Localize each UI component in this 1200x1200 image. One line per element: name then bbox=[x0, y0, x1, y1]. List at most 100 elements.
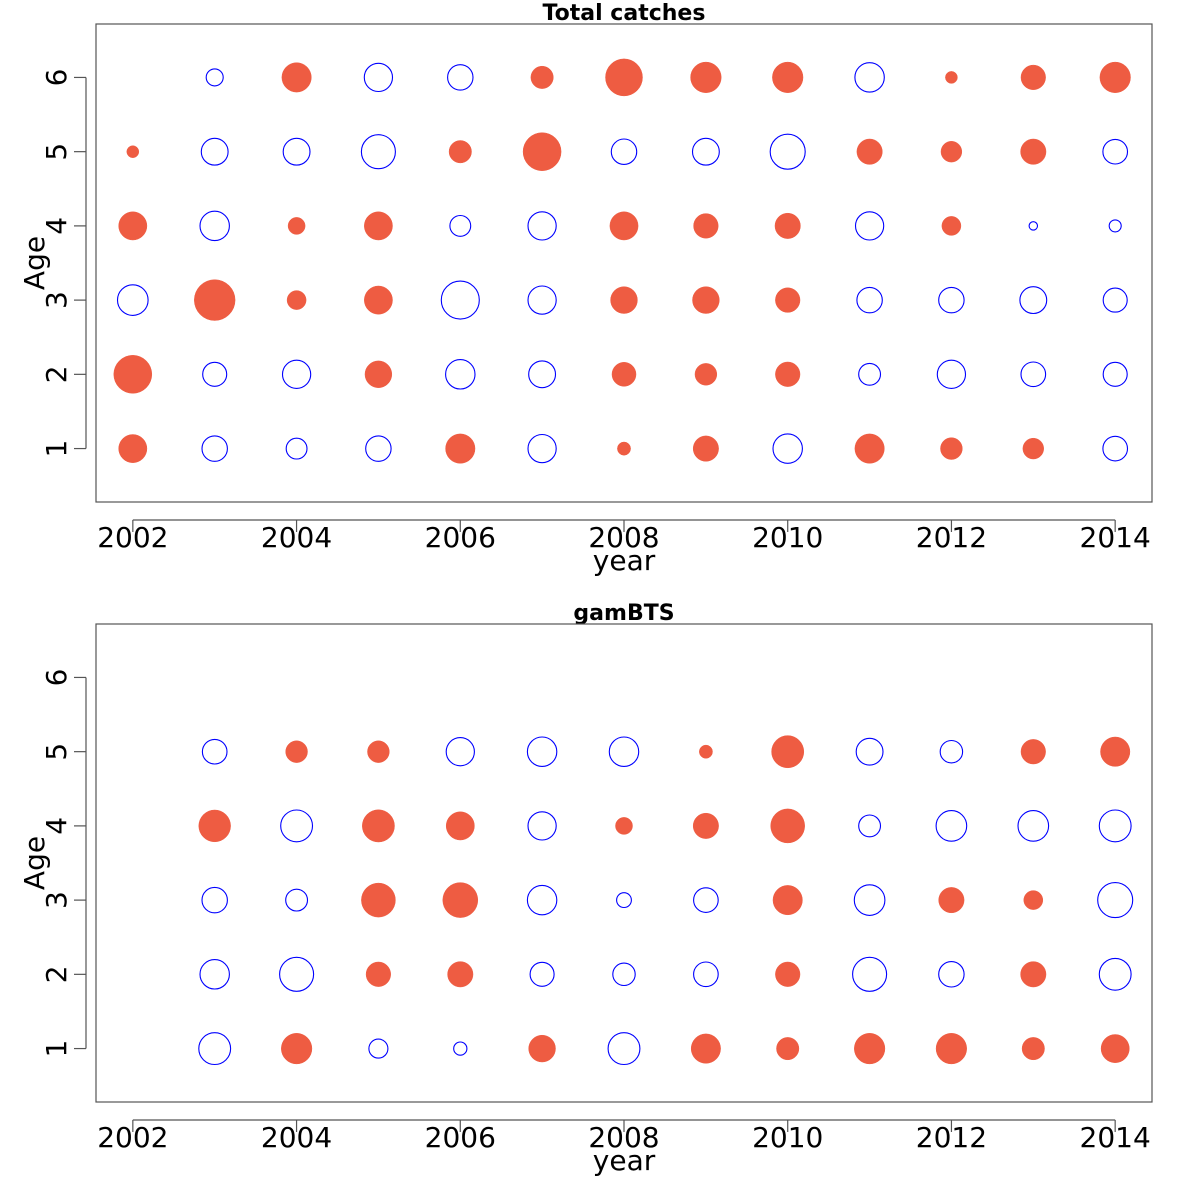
positive-bubble bbox=[285, 740, 308, 763]
negative-bubble bbox=[608, 736, 640, 767]
positive-bubble bbox=[364, 360, 393, 388]
negative-bubble bbox=[527, 211, 557, 241]
positive-bubble bbox=[854, 433, 885, 464]
negative-bubble bbox=[285, 888, 309, 912]
negative-bubble bbox=[116, 284, 149, 316]
positive-bubble bbox=[448, 140, 472, 164]
negative-bubble bbox=[607, 1032, 641, 1066]
positive-bubble bbox=[935, 1033, 967, 1065]
negative-bubble bbox=[1102, 138, 1129, 165]
negative-bubble bbox=[852, 956, 888, 992]
positive-bubble bbox=[367, 740, 390, 763]
negative-bubble bbox=[528, 360, 557, 389]
y-tick-label: 6 bbox=[40, 69, 73, 87]
negative-bubble bbox=[279, 956, 315, 992]
positive-bubble bbox=[856, 138, 883, 165]
negative-bubble bbox=[285, 437, 308, 460]
positive-bubble bbox=[1100, 1034, 1130, 1063]
positive-bubble bbox=[113, 355, 153, 394]
negative-bubble bbox=[282, 137, 311, 166]
positive-bubble bbox=[693, 213, 719, 239]
positive-bubble bbox=[772, 61, 804, 93]
negative-bubble bbox=[527, 285, 557, 315]
negative-bubble bbox=[201, 435, 228, 462]
negative-bubble bbox=[858, 814, 882, 838]
positive-bubble bbox=[445, 433, 476, 464]
negative-bubble bbox=[691, 137, 720, 166]
negative-bubble bbox=[855, 737, 884, 766]
negative-bubble bbox=[1097, 882, 1134, 919]
negative-bubble bbox=[772, 433, 803, 464]
y-tick-label: 1 bbox=[40, 440, 73, 458]
x-tick-label: 2004 bbox=[261, 521, 332, 554]
x-tick-label: 2010 bbox=[752, 521, 823, 554]
positive-bubble bbox=[609, 211, 639, 241]
positive-bubble bbox=[776, 1037, 800, 1061]
total-catches-panel: Total catches 2002 2004 2006 2008 2010 2012 20… bbox=[18, 1, 1153, 577]
plot-frame bbox=[95, 23, 1153, 503]
positive-bubble bbox=[522, 132, 562, 171]
negative-bubble bbox=[447, 64, 474, 91]
positive-bubble bbox=[528, 1034, 556, 1063]
positive-bubble bbox=[605, 58, 643, 97]
negative-bubble bbox=[526, 884, 558, 916]
x-tick-label: 2008 bbox=[588, 1121, 659, 1154]
negative-bubble bbox=[1102, 361, 1128, 387]
negative-bubble bbox=[1028, 221, 1039, 231]
negative-bubble bbox=[938, 286, 965, 314]
data-points bbox=[113, 58, 1131, 464]
negative-bubble bbox=[853, 884, 886, 916]
negative-bubble bbox=[445, 737, 475, 767]
y-tick-label: 2 bbox=[40, 365, 73, 383]
positive-bubble bbox=[118, 434, 148, 463]
negative-bubble bbox=[856, 286, 883, 314]
negative-bubble bbox=[201, 738, 228, 765]
negative-bubble bbox=[1017, 810, 1050, 842]
y-axis-label: Age bbox=[18, 236, 51, 290]
x-tick-label: 2006 bbox=[425, 521, 496, 554]
positive-bubble bbox=[1020, 64, 1046, 90]
positive-bubble bbox=[286, 290, 307, 310]
negative-bubble bbox=[449, 214, 472, 237]
x-tick-label: 2014 bbox=[1080, 521, 1151, 554]
positive-bubble bbox=[1022, 437, 1044, 460]
plot-frame bbox=[95, 623, 1153, 1103]
negative-bubble bbox=[693, 887, 719, 913]
positive-bubble bbox=[442, 882, 479, 918]
x-tick-label: 2006 bbox=[425, 1121, 496, 1154]
y-tick-label: 2 bbox=[40, 965, 73, 983]
positive-bubble bbox=[1020, 961, 1047, 988]
negative-bubble bbox=[527, 811, 557, 841]
negative-bubble bbox=[453, 1041, 468, 1056]
y-tick-label: 4 bbox=[40, 817, 73, 835]
negative-bubble bbox=[280, 809, 314, 843]
positive-bubble bbox=[364, 285, 393, 315]
negative-bubble bbox=[1098, 809, 1132, 843]
chart-title: Total catches bbox=[543, 1, 706, 26]
y-axis: 1 2 3 4 5 6 bbox=[40, 69, 87, 458]
negative-bubble bbox=[936, 359, 967, 389]
negative-bubble bbox=[365, 435, 392, 462]
y-axis-label: Age bbox=[18, 836, 51, 890]
positive-bubble bbox=[771, 735, 805, 769]
negative-bubble bbox=[858, 362, 882, 386]
positive-bubble bbox=[1020, 739, 1046, 765]
y-tick-label: 4 bbox=[40, 217, 73, 235]
positive-bubble bbox=[118, 211, 148, 241]
positive-bubble bbox=[692, 435, 719, 462]
negative-bubble bbox=[693, 961, 719, 988]
negative-bubble bbox=[198, 1032, 232, 1066]
positive-bubble bbox=[1023, 890, 1044, 910]
negative-bubble bbox=[368, 1038, 389, 1059]
data-points bbox=[198, 735, 1134, 1066]
negative-bubble bbox=[281, 359, 312, 389]
positive-bubble bbox=[692, 812, 719, 839]
x-tick-label: 2014 bbox=[1080, 1121, 1151, 1154]
positive-bubble bbox=[941, 216, 962, 236]
positive-bubble bbox=[126, 145, 140, 158]
positive-bubble bbox=[940, 141, 963, 163]
x-tick-label: 2002 bbox=[97, 1121, 168, 1154]
positive-bubble bbox=[770, 808, 805, 844]
negative-bubble bbox=[445, 359, 476, 390]
